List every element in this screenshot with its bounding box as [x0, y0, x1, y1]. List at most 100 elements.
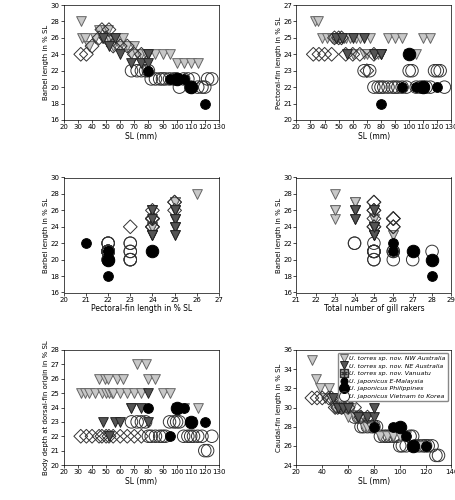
Point	[104, 248, 111, 256]
Point	[408, 432, 415, 440]
Point	[369, 256, 377, 264]
Point	[354, 413, 361, 421]
Point	[131, 50, 138, 58]
Point	[389, 214, 396, 222]
Point	[137, 418, 145, 426]
Point	[331, 190, 338, 198]
Point	[116, 50, 124, 58]
Point	[137, 404, 145, 411]
Point	[171, 214, 178, 222]
Point	[126, 256, 134, 264]
Point	[369, 223, 377, 231]
Point	[171, 214, 178, 222]
Point	[158, 50, 166, 58]
Point	[171, 198, 178, 206]
Point	[98, 34, 105, 42]
Point	[123, 389, 131, 397]
Point	[327, 394, 334, 402]
Point	[113, 34, 121, 42]
Point	[350, 206, 358, 214]
Y-axis label: Pectoral-fin length in % SL: Pectoral-fin length in % SL	[275, 16, 281, 108]
Point	[148, 223, 156, 231]
Point	[171, 198, 178, 206]
Point	[350, 239, 358, 247]
Point	[148, 223, 156, 231]
Point	[123, 42, 131, 50]
Point	[127, 66, 135, 74]
Point	[404, 50, 412, 58]
Point	[148, 223, 156, 231]
Point	[308, 356, 315, 364]
Point	[359, 422, 366, 430]
Point	[104, 248, 111, 256]
Point	[384, 34, 391, 42]
Point	[350, 214, 358, 222]
Point	[171, 214, 178, 222]
Point	[171, 214, 178, 222]
Point	[171, 198, 178, 206]
Point	[166, 50, 173, 58]
Point	[376, 432, 383, 440]
Point	[101, 375, 108, 383]
Point	[341, 50, 349, 58]
Point	[424, 442, 431, 450]
Point	[333, 34, 340, 42]
Point	[314, 50, 322, 58]
Point	[369, 206, 377, 214]
Point	[369, 214, 377, 222]
Point	[137, 432, 145, 440]
Point	[194, 58, 201, 66]
Point	[389, 223, 396, 231]
Point	[376, 432, 383, 440]
Point	[313, 18, 320, 25]
Point	[345, 34, 353, 42]
Point	[339, 404, 346, 411]
Point	[184, 432, 191, 440]
Point	[152, 375, 159, 383]
Point	[433, 83, 440, 91]
Point	[148, 223, 156, 231]
Point	[187, 83, 194, 91]
Point	[369, 413, 377, 421]
Point	[389, 432, 396, 440]
Point	[95, 432, 102, 440]
Point	[340, 34, 347, 42]
Point	[123, 42, 131, 50]
Point	[440, 83, 447, 91]
Point	[147, 75, 155, 83]
Point	[152, 75, 159, 83]
Point	[137, 50, 145, 58]
Point	[144, 58, 152, 66]
Point	[104, 248, 111, 256]
Point	[369, 223, 377, 231]
Point	[369, 223, 377, 231]
Point	[388, 83, 395, 91]
Y-axis label: Barbel length in % SL: Barbel length in % SL	[43, 25, 49, 100]
Point	[104, 239, 111, 247]
Point	[412, 83, 419, 91]
Point	[162, 75, 169, 83]
Point	[389, 432, 396, 440]
Point	[349, 50, 356, 58]
Point	[402, 432, 409, 440]
Point	[180, 432, 187, 440]
Point	[369, 198, 377, 206]
Point	[144, 66, 152, 74]
Point	[359, 422, 366, 430]
Point	[408, 256, 415, 264]
Point	[369, 248, 377, 256]
Point	[144, 389, 152, 397]
Point	[126, 248, 134, 256]
Point	[402, 432, 409, 440]
Point	[180, 75, 187, 83]
Point	[98, 26, 105, 34]
Point	[350, 198, 358, 206]
Point	[430, 66, 437, 74]
Point	[126, 256, 134, 264]
Point	[389, 248, 396, 256]
Point	[327, 50, 334, 58]
Point	[334, 34, 342, 42]
Point	[180, 404, 187, 411]
Point	[131, 389, 138, 397]
Point	[88, 42, 96, 50]
